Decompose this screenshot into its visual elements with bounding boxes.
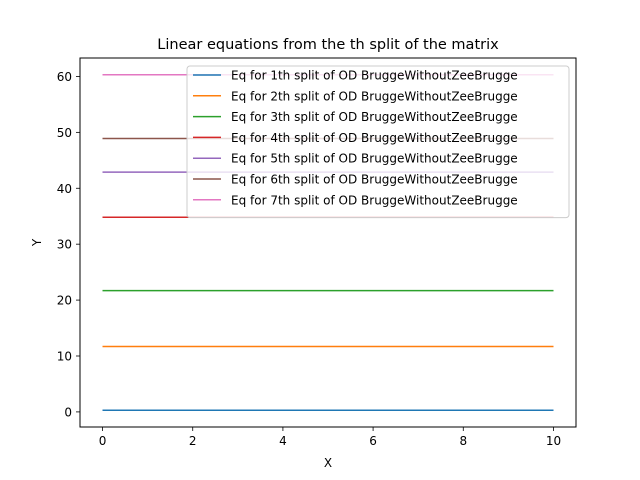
x-tick-label: 8 (459, 434, 467, 448)
y-tick-label: 30 (57, 238, 72, 252)
y-tick-label: 50 (57, 126, 72, 140)
legend-label-3: Eq for 3th split of OD BruggeWithoutZeeB… (231, 110, 518, 124)
y-tick-label: 40 (57, 182, 72, 196)
legend-label-1: Eq for 1th split of OD BruggeWithoutZeeB… (231, 69, 518, 83)
legend-label-7: Eq for 7th split of OD BruggeWithoutZeeB… (231, 193, 518, 207)
y-tick-label: 0 (64, 405, 72, 419)
y-axis-label: Y (30, 238, 44, 247)
legend-label-4: Eq for 4th split of OD BruggeWithoutZeeB… (231, 131, 518, 145)
legend-label-2: Eq for 2th split of OD BruggeWithoutZeeB… (231, 89, 518, 103)
legend-label-6: Eq for 6th split of OD BruggeWithoutZeeB… (231, 173, 518, 187)
x-tick-label: 0 (99, 434, 107, 448)
plot-area-frame (79, 57, 577, 428)
legend: Eq for 1th split of OD BruggeWithoutZeeB… (186, 65, 570, 219)
x-tick-label: 2 (189, 434, 197, 448)
y-tick-label: 20 (57, 294, 72, 308)
x-axis-label: X (324, 456, 332, 470)
x-tick-label: 4 (279, 434, 287, 448)
x-axis: 0 2 4 6 8 10 (99, 427, 561, 448)
y-tick-label: 60 (57, 70, 72, 84)
legend-box (186, 65, 570, 219)
chart-title: Linear equations from the th split of th… (157, 37, 499, 53)
x-tick-label: 10 (546, 434, 561, 448)
legend-label-5: Eq for 5th split of OD BruggeWithoutZeeB… (231, 152, 518, 166)
y-axis: 0 10 20 30 40 50 60 (57, 70, 80, 419)
x-tick-label: 6 (369, 434, 377, 448)
y-tick-label: 10 (57, 349, 72, 363)
